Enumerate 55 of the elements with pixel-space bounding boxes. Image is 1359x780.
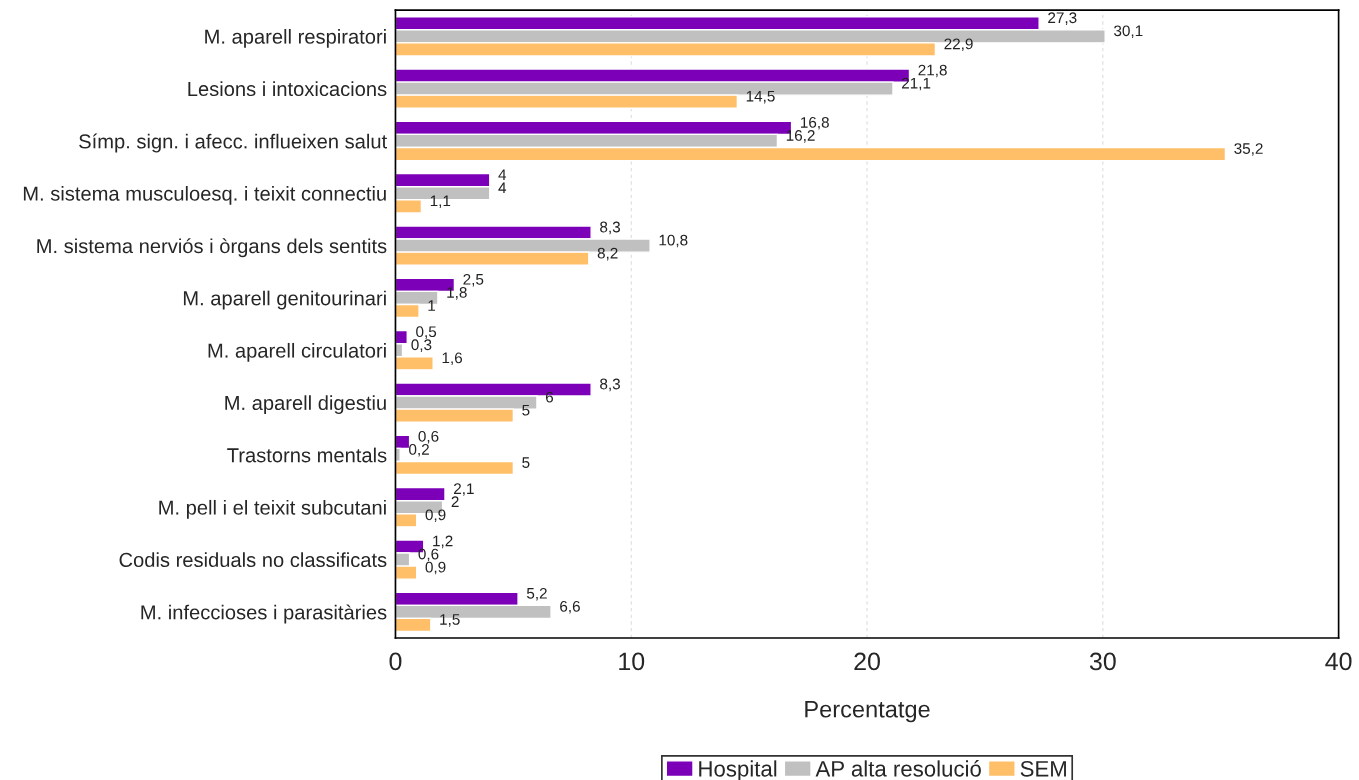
data-label: 0,2 — [409, 444, 429, 457]
data-label: 22,9 — [944, 38, 973, 52]
x-axis-title: Percentatge — [805, 701, 930, 723]
data-label: 0,6 — [418, 430, 439, 444]
data-label: 2 — [451, 496, 459, 507]
data-label: 5 — [522, 404, 530, 416]
data-label: 21,8 — [918, 64, 947, 78]
data-label: 30,1 — [1114, 25, 1143, 39]
data-label: 35,2 — [1234, 143, 1263, 156]
x-tick-label: 20 — [854, 652, 880, 671]
y-tick-label: Trastorns mentals — [227, 447, 387, 463]
data-label: 6,6 — [560, 600, 580, 614]
legend-label: AP alta resolució — [815, 760, 981, 777]
data-label: 16,2 — [786, 130, 815, 143]
x-tick-label: 0 — [389, 652, 402, 671]
data-label: 0,9 — [425, 509, 446, 523]
x-tick-label: 10 — [619, 652, 645, 671]
y-tick-label: M. aparell digestiu — [225, 395, 386, 415]
y-tick-label: M. aparell respiratori — [205, 29, 386, 48]
x-tick-label: 40 — [1325, 652, 1352, 671]
data-label: 1,1 — [430, 195, 451, 209]
data-label: 2,1 — [454, 483, 474, 496]
data-label: 0,9 — [425, 561, 446, 575]
data-label: 14,5 — [746, 90, 775, 104]
y-tick-label: M. pell i el teixit subcutani — [159, 499, 386, 519]
data-label: 5 — [522, 457, 530, 468]
data-label: 1,5 — [440, 614, 460, 627]
data-label: 27,3 — [1048, 12, 1077, 25]
y-tick-label: Lesions i intoxicacions — [188, 81, 387, 97]
data-label: 1 — [428, 300, 436, 311]
x-tick-label: 30 — [1089, 652, 1116, 671]
y-tick-label: Codis residuals no classificats — [119, 552, 387, 568]
y-tick-label: M. sistema nerviós i òrgans dels sentits — [37, 238, 387, 258]
data-label: 1,6 — [442, 352, 463, 366]
data-label: 0,3 — [411, 339, 432, 352]
data-label: 8,3 — [600, 378, 620, 392]
data-label: 0,6 — [418, 548, 439, 562]
data-label: 2,5 — [463, 273, 484, 287]
y-tick-label: M. sistema musculoesq. i teixit connectiu — [23, 185, 386, 205]
data-label: 4 — [498, 169, 507, 180]
data-label: 8,2 — [597, 247, 618, 261]
data-label: 1,2 — [433, 535, 453, 549]
y-tick-label: M. aparell genitourinari — [183, 290, 386, 310]
y-tick-label: M. aparell circulatori — [208, 342, 386, 362]
y-tick-label: Símp. sign. i afecc. influeixen salut — [79, 133, 387, 153]
data-label: 21,1 — [902, 77, 931, 91]
legend-label: SEM — [1020, 760, 1066, 777]
data-label: 8,3 — [600, 221, 620, 235]
data-label: 0,5 — [416, 326, 437, 339]
data-label: 1,8 — [447, 287, 467, 300]
data-label: 16,8 — [801, 116, 829, 130]
data-label: 4 — [498, 182, 507, 194]
data-label: 5,2 — [526, 587, 547, 601]
y-tick-label: M. infeccioses i parasitàries — [141, 604, 387, 624]
data-label: 10,8 — [659, 234, 688, 248]
